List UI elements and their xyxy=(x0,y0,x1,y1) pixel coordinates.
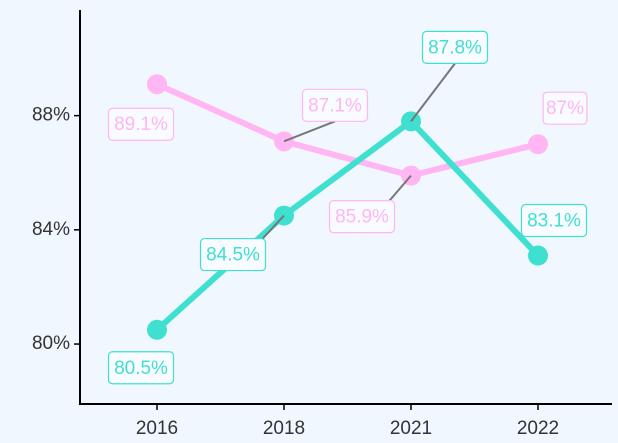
y-tick-label: 88% xyxy=(32,105,70,126)
data-label: 84.5% xyxy=(206,245,260,266)
point xyxy=(528,134,548,155)
data-label: 85.9% xyxy=(335,207,389,228)
y-tick-label: 84% xyxy=(32,219,70,240)
label-connector xyxy=(410,62,456,122)
data-label: 87.8% xyxy=(428,37,482,58)
label-box xyxy=(328,199,396,234)
data-label: 80.5% xyxy=(114,358,168,379)
label-box xyxy=(199,237,267,272)
label-box xyxy=(107,351,175,385)
data-label: 87% xyxy=(546,98,584,119)
point xyxy=(147,74,167,95)
label-box xyxy=(542,91,588,125)
series-line xyxy=(155,81,539,179)
x-tick-label: 2021 xyxy=(390,418,432,439)
data-label: 83.1% xyxy=(527,211,581,232)
data-label: 89.1% xyxy=(114,114,168,135)
label-box xyxy=(520,203,588,238)
label-box xyxy=(107,107,175,141)
y-tick-label: 80% xyxy=(32,333,70,354)
label-box xyxy=(301,88,369,122)
x-tick-label: 2022 xyxy=(517,418,559,439)
series-line xyxy=(154,118,541,332)
x-tick-label: 2018 xyxy=(263,418,305,439)
label-box xyxy=(421,30,489,64)
point xyxy=(147,319,167,340)
point xyxy=(528,245,548,266)
label-connector xyxy=(283,120,336,143)
data-label: 87.1% xyxy=(308,95,362,116)
x-tick-label: 2016 xyxy=(136,418,178,439)
